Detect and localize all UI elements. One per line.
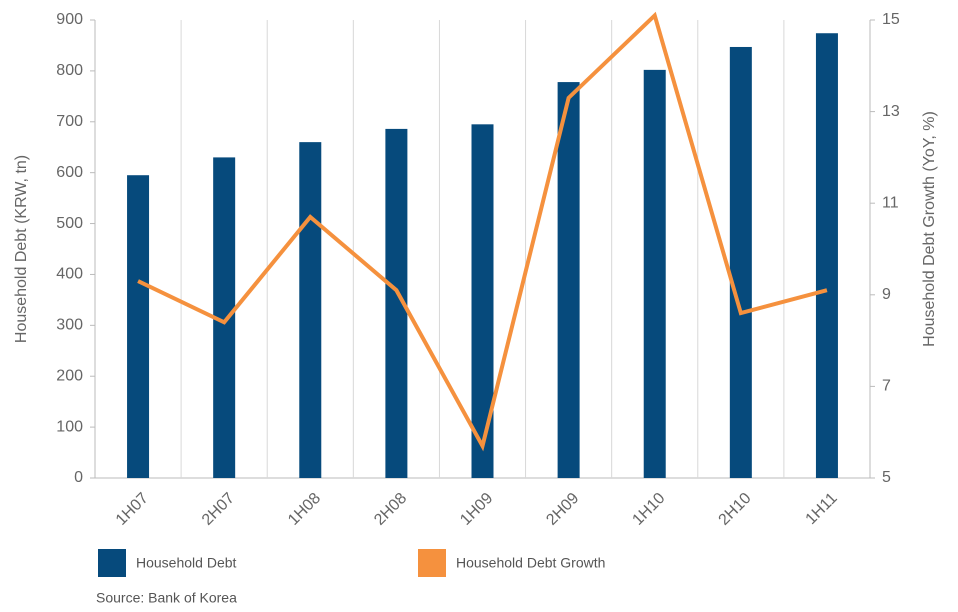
legend-swatch xyxy=(418,549,446,577)
line xyxy=(137,11,828,452)
y-tick-label: 200 xyxy=(56,367,83,384)
bar xyxy=(299,142,322,478)
y-tick-label: 800 xyxy=(56,62,83,79)
y2-tick-label: 7 xyxy=(882,378,891,395)
x-tick-label: 2H09 xyxy=(543,490,582,529)
x-tick-label: 2H08 xyxy=(371,490,410,529)
y2-tick-label: 5 xyxy=(882,469,891,486)
x-tick-label: 2H10 xyxy=(716,490,755,529)
bar xyxy=(729,46,752,479)
bar xyxy=(815,33,838,478)
x-tick-label: 1H08 xyxy=(285,490,324,529)
y-tick-label: 700 xyxy=(56,113,83,130)
y-tick-label: 300 xyxy=(56,317,83,334)
y-tick-label: 0 xyxy=(74,469,83,486)
x-tick-label: 1H10 xyxy=(629,490,668,529)
legend-label: Household Debt xyxy=(136,555,237,571)
bar xyxy=(557,82,580,478)
source: Source: Bank of Korea xyxy=(96,590,237,606)
bar xyxy=(213,157,236,478)
bar xyxy=(127,175,150,478)
legend-label: Household Debt Growth xyxy=(456,555,605,571)
y-tick-label: 500 xyxy=(56,215,83,232)
y2-tick-label: 15 xyxy=(882,11,900,28)
y2-axis-title: Household Debt Growth (YoY, %) xyxy=(921,111,938,347)
x-tick-label: 1H07 xyxy=(113,490,152,529)
y-axis-title: Household Debt (KRW, tn) xyxy=(13,155,30,343)
bar xyxy=(385,128,408,478)
y-tick-label: 900 xyxy=(56,11,83,28)
bar xyxy=(643,69,666,479)
x-tick-label: 1H09 xyxy=(457,490,496,529)
y2-tick-label: 9 xyxy=(882,286,891,303)
y2-tick-label: 13 xyxy=(882,103,900,120)
legend-swatch xyxy=(98,549,126,577)
bar xyxy=(471,124,494,479)
y2-tick-label: 11 xyxy=(882,194,899,211)
y-tick-label: 400 xyxy=(56,266,83,283)
y-tick-label: 100 xyxy=(56,418,83,435)
x-tick-label: 2H07 xyxy=(199,490,238,529)
x-tick-label: 1H11 xyxy=(803,490,841,528)
y-tick-label: 600 xyxy=(56,164,83,181)
